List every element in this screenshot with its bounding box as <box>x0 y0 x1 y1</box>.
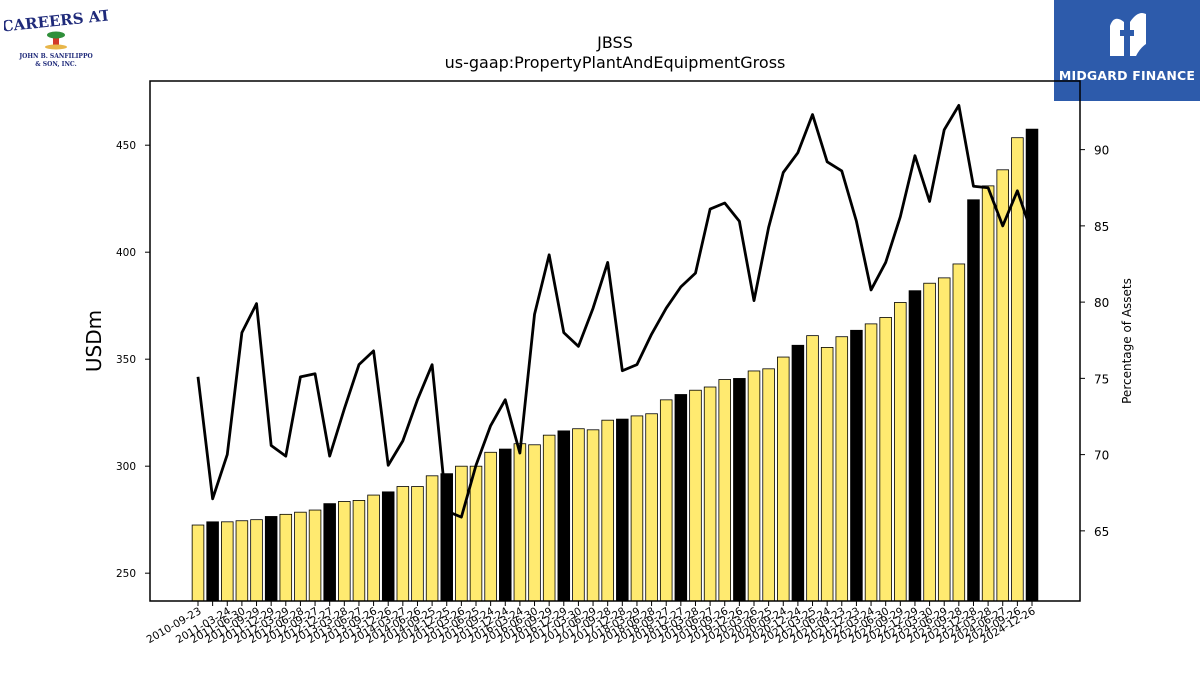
bar-2022-03-24 <box>864 323 878 602</box>
bar-2015-12-24 <box>499 448 512 602</box>
percentage-line <box>196 104 1034 519</box>
bar-2018-03-29 <box>630 415 644 602</box>
chart-subtitle: us-gaap:PropertyPlantAndEquipmentGross <box>445 53 786 72</box>
bar-2013-06-27 <box>352 500 366 602</box>
bar-2014-09-25 <box>425 475 439 602</box>
bar-2019-09-26 <box>718 379 731 602</box>
bar-2019-06-27 <box>703 386 717 602</box>
bar-2020-06-25 <box>762 368 775 602</box>
bar-2018-06-28 <box>645 413 658 602</box>
bar-2010-09-23 <box>191 524 205 602</box>
bar-2021-06-24 <box>820 347 834 602</box>
bar-2011-12-29 <box>264 516 278 602</box>
bar-2023-06-29 <box>937 277 951 602</box>
bar-2014-03-27 <box>396 486 410 602</box>
bar-2021-09-23 <box>835 336 849 602</box>
bar-2016-09-29 <box>542 434 556 602</box>
y-axis-label: USDm <box>82 310 106 372</box>
bar-2012-12-27 <box>323 503 336 602</box>
bar-2022-09-29 <box>894 302 907 602</box>
x-axis: 2010-09-232011-03-242011-06-302011-09-29… <box>145 601 1038 646</box>
bar-2024-06-27 <box>996 169 1009 602</box>
bar-2014-12-25 <box>440 473 453 602</box>
y2-tick-label: 70 <box>1094 449 1109 463</box>
logo-line-company: JOHN B. SANFILIPPO <box>18 53 92 60</box>
y-axis-left: 250 300 350 400 450 <box>116 140 150 580</box>
y-tick-label: 350 <box>116 354 136 366</box>
bar-2024-03-28 <box>981 185 995 602</box>
bar-2012-06-28 <box>294 511 307 602</box>
bar-2015-06-25 <box>469 465 483 602</box>
bar-2019-12-26 <box>733 378 746 602</box>
y-tick-label: 450 <box>116 140 136 152</box>
y-tick-label: 300 <box>116 461 136 473</box>
bar-2013-09-26 <box>367 494 380 602</box>
bar-2023-03-30 <box>923 282 936 602</box>
bar-2018-09-27 <box>659 399 673 602</box>
logo-line-suffix: & SON, INC. <box>35 61 76 68</box>
y-axis-right: 65 70 75 80 85 90 <box>1080 144 1109 539</box>
plot-frame <box>149 80 1081 602</box>
bar-2010-12-23 <box>206 521 219 602</box>
bar-2012-03-29 <box>279 513 293 602</box>
bar-2012-09-27 <box>308 509 322 602</box>
bar-2015-03-26 <box>455 465 468 602</box>
bar-2022-12-29 <box>908 290 922 602</box>
bar-2011-09-29 <box>250 519 263 602</box>
careers-logo: CAREERS AT JOHN B. SANFILIPPO & SON, INC… <box>1 4 113 70</box>
bar-2013-03-28 <box>338 501 351 602</box>
bar-series <box>191 128 1039 602</box>
y2-tick-label: 80 <box>1094 296 1109 310</box>
y2-tick-label: 75 <box>1094 372 1109 386</box>
chart-title: JBSS <box>596 33 633 52</box>
bar-2011-03-24 <box>221 521 234 602</box>
bar-2021-12-23 <box>850 329 863 602</box>
midgard-finance-logo: MIDGARD FINANCE <box>1054 0 1200 101</box>
bar-2016-06-30 <box>528 444 541 602</box>
bar-2016-03-24 <box>513 443 527 602</box>
bar-2024-09-26 <box>1011 137 1024 602</box>
y-tick-label: 250 <box>116 568 136 580</box>
bar-2021-03-25 <box>806 335 819 602</box>
bar-2014-06-26 <box>411 486 424 602</box>
bar-2020-03-26 <box>747 370 761 602</box>
y2-tick-label: 90 <box>1094 144 1109 158</box>
bar-2011-06-30 <box>235 520 249 602</box>
y2-axis-label: Percentage of Assets <box>1120 278 1134 404</box>
bar-2023-09-28 <box>952 263 966 602</box>
bar-2017-03-30 <box>572 428 585 602</box>
bar-2019-03-28 <box>689 389 702 602</box>
bar-2020-09-24 <box>777 356 790 602</box>
bar-2018-12-27 <box>674 394 688 602</box>
palm-tree-icon <box>45 31 67 50</box>
bar-2016-12-29 <box>557 430 571 602</box>
y2-tick-label: 85 <box>1094 220 1109 234</box>
y2-tick-label: 65 <box>1094 525 1109 539</box>
bar-2017-12-28 <box>616 418 629 602</box>
midgard-emblem-icon <box>1110 13 1146 56</box>
y-tick-label: 400 <box>116 247 136 259</box>
bar-2017-06-29 <box>586 429 600 602</box>
midgard-brand-text: MIDGARD FINANCE <box>1058 68 1196 83</box>
bar-2024-12-26 <box>1025 128 1039 602</box>
line-series <box>196 104 1034 519</box>
bar-2020-12-24 <box>791 344 805 602</box>
bar-2022-06-30 <box>879 317 892 602</box>
bar-2023-12-28 <box>967 199 980 602</box>
bar-2017-09-28 <box>601 419 614 602</box>
bar-2015-09-24 <box>484 451 497 602</box>
bar-2013-12-26 <box>381 491 395 602</box>
